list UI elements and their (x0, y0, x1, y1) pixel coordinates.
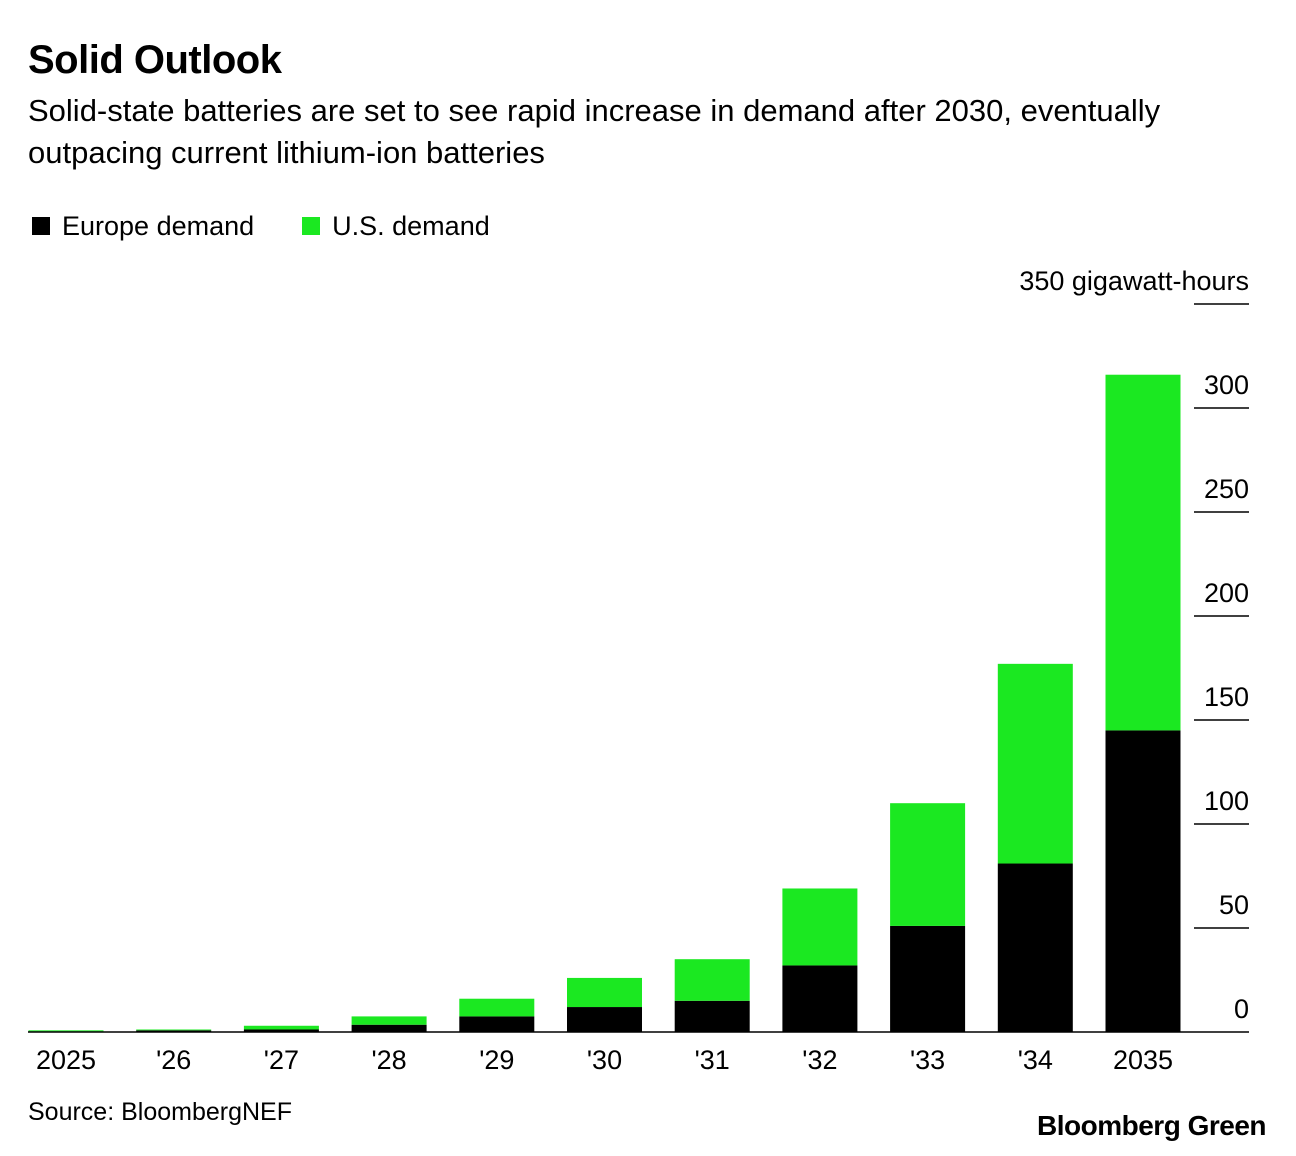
x-tick-label: '29 (479, 1045, 514, 1075)
x-tick-label: '27 (264, 1045, 299, 1075)
x-tick-labels: 2025 '26 '27 '28 '29 '30 '31 '32 '33 '34 2035 (36, 1045, 1173, 1075)
y-tick-label: 0 (1234, 994, 1249, 1024)
bar-us (28, 1030, 104, 1032)
legend-swatch-europe (32, 217, 50, 235)
y-gridlines (1194, 303, 1249, 929)
y-tick-label: 250 (1204, 474, 1249, 504)
legend-item-europe: Europe demand (32, 211, 254, 242)
x-tick-label: '31 (695, 1045, 730, 1075)
y-tick-labels: 0 50 100 150 200 250 300 350 gigawatt-hours (1019, 266, 1249, 1024)
legend-label-us: U.S. demand (332, 210, 490, 241)
y-tick-label: 150 (1204, 682, 1249, 712)
chart-title: Solid Outlook (28, 38, 282, 82)
bar-europe (674, 1000, 750, 1032)
x-tick-label: '33 (910, 1045, 945, 1075)
x-tick-label: '30 (587, 1045, 622, 1075)
bar-europe (1105, 730, 1181, 1032)
x-tick-label: 2035 (1113, 1045, 1173, 1075)
bar-us (459, 998, 535, 1017)
x-tick-label: '32 (802, 1045, 837, 1075)
bar-us (136, 1029, 212, 1031)
bar-europe (997, 863, 1073, 1032)
y-tick-label: 350 gigawatt-hours (1019, 266, 1249, 296)
bar-europe (782, 965, 858, 1032)
x-tick-label: '26 (156, 1045, 191, 1075)
y-tick-label: 300 (1204, 370, 1249, 400)
y-tick-label: 50 (1219, 890, 1249, 920)
bar-us (997, 663, 1073, 864)
x-tick-label: 2025 (36, 1045, 96, 1075)
y-tick-label: 100 (1204, 786, 1249, 816)
bar-europe (567, 1007, 642, 1032)
legend-item-us: U.S. demand (302, 211, 490, 242)
bars (28, 374, 1181, 1032)
bar-us (567, 977, 642, 1008)
bar-us (243, 1025, 319, 1030)
legend-label-europe: Europe demand (62, 210, 255, 241)
bar-europe (459, 1016, 535, 1032)
y-tick-label: 200 (1204, 578, 1249, 608)
chart-subtitle: Solid-state batteries are set to see rap… (28, 93, 1161, 170)
x-tick-label: '34 (1018, 1045, 1053, 1075)
legend: Europe demand U.S. demand (32, 208, 538, 244)
legend-swatch-us (302, 217, 321, 235)
bar-us (674, 959, 750, 1001)
source-note: Source: BloombergNEF (28, 1098, 293, 1126)
bar-europe (351, 1024, 427, 1032)
x-tick-label: '28 (372, 1045, 407, 1075)
bar-us (351, 1016, 427, 1025)
bar-europe (243, 1029, 319, 1032)
brand-logo: Bloomberg Green (1037, 1110, 1266, 1141)
bar-us (890, 803, 966, 926)
bar-europe (136, 1030, 212, 1032)
bar-us (1105, 374, 1181, 731)
bar-us (782, 888, 858, 966)
bar-europe (890, 925, 966, 1032)
